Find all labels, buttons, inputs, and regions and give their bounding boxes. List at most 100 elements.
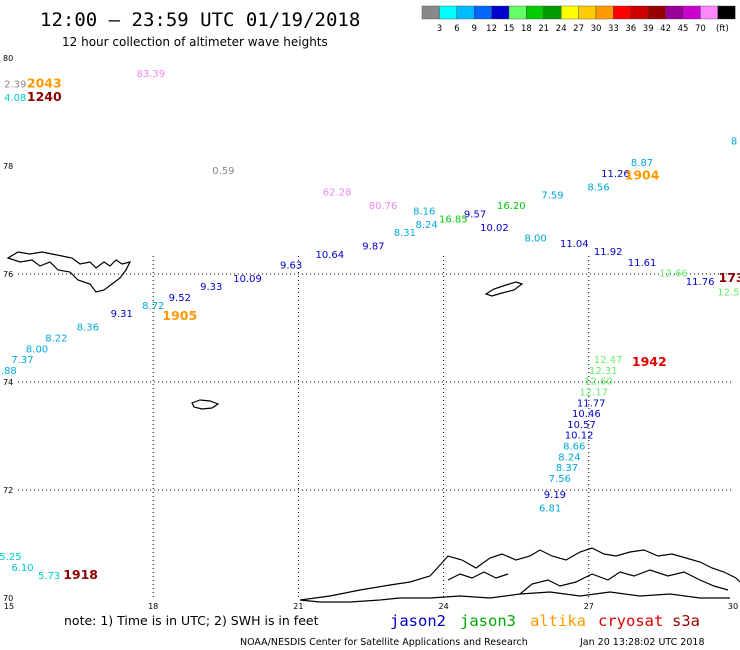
color-scale-label: 24	[556, 24, 567, 34]
wave-height-value: 12.66	[659, 269, 688, 280]
wave-height-value: 7.59	[541, 190, 563, 201]
wave-height-value: 80.76	[369, 201, 398, 212]
wave-height-value: 8.00	[26, 344, 48, 355]
satellite-legend: jason2 jason3 altika cryosat s3a	[390, 612, 700, 630]
wave-height-value: 10.46	[572, 409, 601, 420]
wave-height-value: 8.56	[587, 182, 609, 193]
color-scale-label: 45	[678, 24, 689, 34]
wave-height-value: 12.31	[589, 366, 618, 377]
color-scale-label: 33	[608, 24, 619, 34]
color-scale-swatch	[578, 5, 597, 20]
color-scale-swatch	[421, 5, 440, 20]
wave-height-value: 12.17	[579, 388, 608, 399]
color-scale-label: 36	[625, 24, 636, 34]
color-scale-label: 39	[643, 24, 654, 34]
wave-height-value: 8.16	[413, 207, 435, 218]
color-scale-label: 9	[471, 24, 476, 34]
color-scale-swatch	[700, 5, 719, 20]
color-scale-label: 42	[660, 24, 671, 34]
wave-height-value: 9.19	[544, 490, 566, 501]
color-scale-unit: (ft)	[716, 24, 729, 34]
pass-time-label: 1905	[162, 308, 197, 323]
timestamp: Jan 20 13:28:02 UTC 2018	[579, 637, 705, 648]
wave-height-value: 11.77	[577, 398, 606, 409]
wave-height-value: 2.39	[4, 80, 26, 91]
lat-tick-label: 78	[3, 162, 13, 171]
color-scale-swatch	[491, 5, 510, 20]
wave-height-value: 10.64	[316, 250, 345, 261]
footnote: note: 1) Time is in UTC; 2) SWH is in fe…	[64, 613, 319, 628]
wave-height-value: 11.61	[628, 258, 657, 269]
color-scale-swatch	[717, 5, 736, 20]
wave-height-value: 9.87	[362, 242, 384, 253]
wave-height-value: 8.24	[416, 220, 438, 231]
wave-height-value: 62.28	[323, 188, 352, 199]
wave-height-value: 8	[731, 136, 737, 147]
satellite-jason3: jason3	[460, 612, 516, 630]
color-scale-swatch	[543, 5, 562, 20]
wave-height-value: 10.57	[567, 420, 596, 431]
norway-coastline	[299, 547, 740, 603]
color-scale-label: 27	[573, 24, 584, 34]
lon-tick-label: 15	[4, 602, 14, 611]
map-title: 12:00 – 23:59 UTC 01/19/2018	[40, 9, 360, 31]
pass-time-label: 1240	[27, 89, 62, 104]
satellite-cryosat: cryosat	[598, 612, 663, 630]
wave-height-value: 9.31	[111, 309, 133, 320]
color-scale-swatch	[613, 5, 632, 20]
wave-height-value: 12.47	[594, 355, 623, 366]
color-scale-label: 30	[591, 24, 602, 34]
wave-height-value: 11.92	[594, 247, 623, 258]
pass-time-label: 1942	[632, 354, 667, 369]
map-subtitle: 12 hour collection of altimeter wave hei…	[62, 35, 328, 49]
color-scale-swatch	[682, 5, 701, 20]
color-scale-label: 6	[454, 24, 459, 34]
wave-height-value: 8.72	[142, 301, 164, 312]
coastline-outlines	[6, 251, 740, 603]
wave-height-value: 5.73	[38, 571, 60, 582]
wave-height-value: 16.20	[497, 201, 526, 212]
svalbard-coastline	[6, 251, 132, 293]
lon-tick-label: 27	[584, 602, 594, 611]
wave-height-value: 12.60	[584, 377, 613, 388]
wave-height-value: 8.37	[556, 463, 578, 474]
color-scale-swatch	[439, 5, 457, 20]
color-scale-swatch	[595, 5, 614, 20]
lat-tick-label: 74	[3, 378, 13, 387]
wave-height-value: 10.09	[233, 274, 262, 285]
pass-time-label: 173	[719, 270, 740, 285]
color-scale-legend: 3 6 9 12 15 18 21 24 27 30 33 36 39 42 45 70	[421, 5, 736, 34]
wave-height-value: 9.52	[169, 293, 191, 304]
lat-tick-label: 80	[3, 54, 13, 63]
wave-height-value: 7.88	[0, 366, 17, 377]
pass-time-label: 1904	[625, 168, 660, 183]
wave-height-value: 6.81	[539, 504, 561, 515]
color-scale-swatch	[474, 5, 492, 20]
wave-height-value: 8.36	[77, 323, 99, 334]
lon-tick-label: 18	[148, 602, 158, 611]
wave-height-value: 8.87	[631, 158, 653, 169]
lon-tick-label: 21	[293, 602, 303, 611]
wave-height-value: 11.76	[686, 277, 715, 288]
color-scale-label: 12	[486, 24, 497, 34]
color-scale-label: 15	[504, 24, 515, 34]
lon-tick-label: 30	[728, 602, 738, 611]
pass-time-label: 2043	[27, 76, 62, 91]
color-scale-label: 3	[437, 24, 442, 34]
wave-height-value: 6.10	[11, 563, 33, 574]
wave-height-value: 11.26	[601, 169, 630, 180]
satellite-altika: altika	[530, 612, 586, 630]
color-scale-swatch	[648, 5, 666, 20]
color-scale-label: 18	[521, 24, 532, 34]
wave-height-value: 5.25	[0, 552, 22, 563]
pass-time-label: 1918	[63, 567, 98, 582]
color-scale-swatch	[665, 5, 684, 20]
color-scale-swatch	[526, 5, 545, 20]
lat-tick-label: 70	[3, 594, 13, 603]
kong-karls-land-coastline	[484, 281, 524, 297]
color-scale-label: 70	[695, 24, 706, 34]
wave-height-value: 7.56	[549, 474, 571, 485]
